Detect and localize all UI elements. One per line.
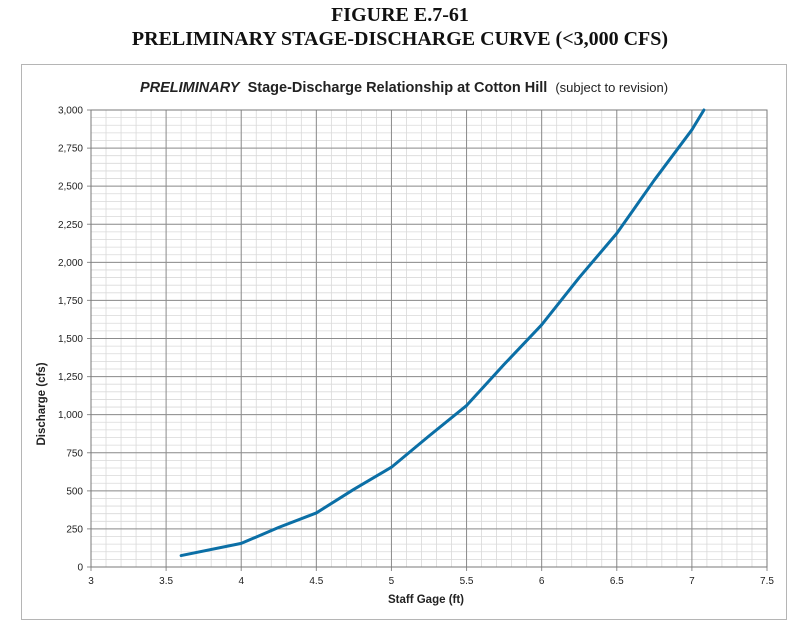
figure-caption: PRELIMINARY STAGE-DISCHARGE CURVE (<3,00… (131, 28, 669, 50)
y-tick-label: 500 (66, 486, 83, 497)
x-tick-label: 7 (689, 576, 695, 587)
y-tick-label: 2,750 (58, 144, 83, 155)
chart-title-emphasis: PRELIMINARY (140, 80, 241, 96)
y-tick-label: 1,000 (58, 410, 83, 421)
chart-frame: PRELIMINARY Stage-Discharge Relationship… (21, 64, 787, 620)
major-grid (87, 109, 768, 571)
y-tick-label: 250 (66, 524, 83, 535)
x-axis-label: Staff Gage (ft) (388, 594, 464, 606)
x-tick-label: 5.5 (460, 576, 474, 587)
x-tick-label: 6.5 (610, 576, 624, 587)
x-tick-label: 7.5 (760, 576, 774, 587)
plot-border (90, 109, 768, 568)
y-tick-label: 2,250 (58, 220, 83, 231)
chart-title-main: Stage-Discharge Relationship at Cotton H… (248, 80, 548, 96)
chart-title-note: (subject to revision) (555, 80, 668, 95)
y-tick-label: 3,000 (58, 106, 83, 117)
series-group (179, 108, 706, 558)
stage-discharge-chart: PRELIMINARY Stage-Discharge Relationship… (36, 80, 774, 606)
y-tick-label: 1,250 (58, 372, 83, 383)
y-tick-labels: 0 250 500 750 1,000 1,250 1,500 1,750 2,000 2,250… (58, 106, 83, 574)
y-tick-label: 750 (66, 448, 83, 459)
figure-label: FIGURE E.7-61 (331, 4, 469, 26)
x-tick-label: 4 (238, 576, 244, 587)
chart-title: PRELIMINARY Stage-Discharge Relationship… (140, 80, 668, 96)
y-tick-label: 0 (77, 563, 83, 574)
x-tick-label: 3.5 (159, 576, 173, 587)
y-tick-label: 2,000 (58, 258, 83, 269)
y-tick-label: 1,750 (58, 296, 83, 307)
y-axis-label: Discharge (cfs) (36, 362, 48, 445)
y-tick-label: 1,500 (58, 334, 83, 345)
series-line (179, 108, 706, 558)
y-tick-label: 2,500 (58, 182, 83, 193)
plot-area-border (90, 109, 768, 568)
x-tick-label: 6 (539, 576, 545, 587)
x-tick-labels: 3 3.5 4 4.5 5 5.5 6 6.5 7 7.5 (88, 576, 774, 587)
x-tick-label: 3 (88, 576, 94, 587)
x-tick-label: 4.5 (309, 576, 323, 587)
x-tick-label: 5 (389, 576, 395, 587)
